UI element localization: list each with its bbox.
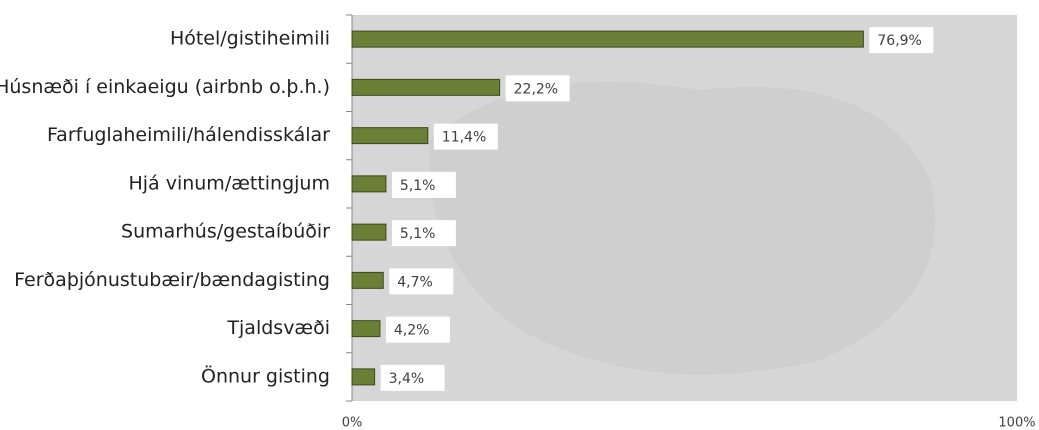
category-label: Sumarhús/gestaíbúðir <box>121 221 330 243</box>
bar <box>352 31 863 47</box>
category-label: Hótel/gistiheimili <box>170 28 330 50</box>
value-label: 11,4% <box>442 130 486 146</box>
category-label: Farfuglaheimili/hálendisskálar <box>47 124 330 146</box>
category-label: Hjá vinum/ættingjum <box>128 172 330 194</box>
value-label: 4,7% <box>397 274 433 290</box>
x-tick-label: 0% <box>342 416 363 430</box>
category-label: Húsnæði í einkaeigu (airbnb o.þ.h.) <box>0 76 330 98</box>
bar <box>352 224 386 240</box>
page: {"chart_data": {"type": "hbar", "categor… <box>0 0 1039 430</box>
bar <box>352 176 386 192</box>
bar <box>352 321 380 337</box>
x-tick-label: 100% <box>998 416 1035 430</box>
bar <box>352 369 375 385</box>
category-label: Önnur gisting <box>201 364 330 387</box>
value-label: 76,9% <box>877 33 921 49</box>
category-label: Tjaldsvæði <box>226 317 330 339</box>
category-label: Ferðaþjónustubæir/bændagisting <box>14 269 330 291</box>
value-label: 5,1% <box>400 178 436 194</box>
value-label: 4,2% <box>394 323 430 339</box>
chart: 0% 100% Hótel/gistiheimili 76,9% Húsnæði í e… <box>0 0 1039 430</box>
value-label: 5,1% <box>400 226 436 242</box>
bar <box>352 79 500 95</box>
value-label: 3,4% <box>389 371 425 387</box>
bar <box>352 128 428 144</box>
value-label: 22,2% <box>514 81 558 97</box>
bar <box>352 272 383 288</box>
